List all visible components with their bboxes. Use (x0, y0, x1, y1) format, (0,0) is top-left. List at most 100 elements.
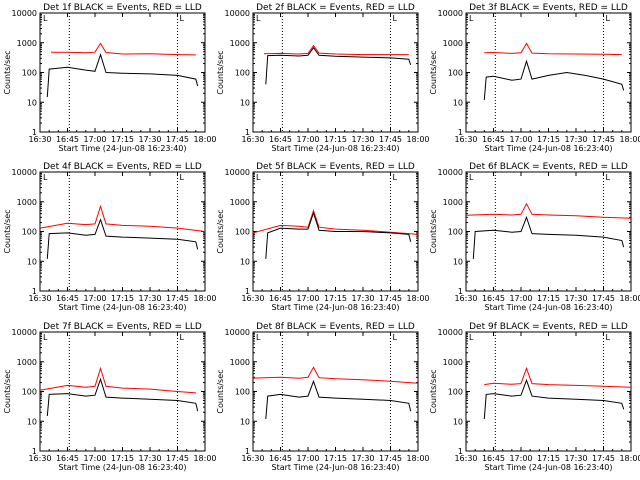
x-tick-label: 16:30 (454, 454, 477, 463)
series-line-red (465, 202, 632, 219)
y-tick-label: 10 (27, 257, 37, 266)
x-tick-label: 17:30 (351, 454, 374, 463)
y-tick-label: 1 (32, 128, 37, 137)
flag-label-right: L (180, 14, 185, 23)
series-line-black (46, 377, 199, 417)
x-tick-label: 17:30 (564, 454, 587, 463)
x-axis-label: Start Time (24-Jun-08 16:23:40) (272, 303, 400, 312)
plot-frame (465, 12, 632, 133)
x-tick-label: 16:45 (482, 454, 505, 463)
x-tick-label: 18:00 (619, 454, 640, 463)
y-tick-label: 10000 (438, 168, 463, 177)
panel-title: Det 4f BLACK = Events, RED = LLD (43, 162, 202, 172)
series-line-red (484, 42, 622, 56)
x-tick-label: 17:30 (351, 294, 374, 303)
plot-frame (39, 12, 206, 133)
x-tick-label: 17:15 (537, 294, 560, 303)
y-tick-label: 100 (22, 388, 37, 397)
x-tick-label: 16:45 (269, 454, 292, 463)
x-tick-label: 16:30 (28, 454, 51, 463)
y-tick-label: 100 (448, 228, 463, 237)
series-line-red (51, 42, 196, 56)
x-tick-label: 17:45 (592, 135, 615, 144)
flag-label-right: L (606, 14, 611, 23)
series-line-red (263, 44, 409, 56)
y-tick-label: 10 (240, 98, 250, 107)
y-tick-label: 1000 (443, 198, 463, 207)
plot-frame (252, 12, 419, 133)
x-tick-label: 16:45 (56, 135, 79, 144)
plot-frame (465, 171, 632, 292)
x-tick-label: 18:00 (619, 294, 640, 303)
y-tick-label: 10000 (438, 328, 463, 337)
y-axis-label: Counts/sec (3, 50, 12, 94)
y-tick-label: 1000 (17, 198, 37, 207)
y-tick-label: 10 (27, 417, 37, 426)
y-tick-label: 10 (240, 417, 250, 426)
flag-label-left: L (256, 173, 261, 182)
panel-title: Det 8f BLACK = Events, RED = LLD (256, 322, 415, 332)
y-axis-label: Counts/sec (3, 369, 12, 413)
x-tick-label: 18:00 (193, 135, 216, 144)
y-tick-label: 10000 (438, 9, 463, 18)
x-tick-label: 16:30 (241, 294, 264, 303)
flag-label-left: L (469, 333, 474, 342)
x-axis-label: Start Time (24-Jun-08 16:23:40) (485, 144, 613, 153)
x-tick-label: 17:30 (564, 294, 587, 303)
x-tick-label: 16:45 (269, 294, 292, 303)
x-tick-label: 17:15 (111, 135, 134, 144)
x-tick-label: 18:00 (619, 135, 640, 144)
x-axis-label: Start Time (24-Jun-08 16:23:40) (272, 144, 400, 153)
x-tick-label: 16:30 (28, 135, 51, 144)
x-tick-label: 17:30 (564, 135, 587, 144)
x-tick-label: 16:45 (482, 294, 505, 303)
flag-label-left: L (256, 14, 261, 23)
y-tick-label: 1000 (17, 358, 37, 367)
x-axis-label: Start Time (24-Jun-08 16:23:40) (59, 463, 187, 472)
series-line-black (265, 211, 412, 259)
x-tick-label: 18:00 (406, 294, 429, 303)
panel-3: Det 3f BLACK = Events, RED = LLD 16:30 16:… (429, 3, 640, 153)
flag-label-right: L (393, 333, 398, 342)
series-line-black (46, 52, 199, 98)
x-tick-label: 18:00 (406, 135, 429, 144)
x-tick-label: 17:00 (296, 454, 319, 463)
x-axis-label: Start Time (24-Jun-08 16:23:40) (59, 303, 187, 312)
flag-label-right: L (606, 173, 611, 182)
x-tick-label: 17:15 (537, 454, 560, 463)
flag-label-left: L (469, 14, 474, 23)
x-tick-label: 16:45 (269, 135, 292, 144)
x-tick-label: 17:30 (138, 454, 161, 463)
x-tick-label: 16:30 (28, 294, 51, 303)
x-tick-label: 17:00 (296, 135, 319, 144)
x-tick-label: 16:30 (454, 294, 477, 303)
y-tick-label: 10000 (12, 168, 37, 177)
flag-label-right: L (393, 14, 398, 23)
series-line-red (39, 204, 206, 232)
y-tick-label: 100 (22, 69, 37, 78)
panel-title: Det 9f BLACK = Events, RED = LLD (469, 322, 628, 332)
x-tick-label: 17:15 (111, 294, 134, 303)
series-line-black (265, 379, 412, 419)
x-tick-label: 17:45 (379, 454, 402, 463)
y-tick-label: 10000 (12, 9, 37, 18)
x-tick-label: 17:00 (83, 294, 106, 303)
y-axis-label: Counts/sec (216, 50, 225, 94)
series-line-red (252, 209, 419, 235)
panel-1: Det 1f BLACK = Events, RED = LLD 16:30 16:… (3, 3, 217, 153)
x-tick-label: 16:30 (454, 135, 477, 144)
x-tick-label: 17:30 (138, 294, 161, 303)
x-tick-label: 17:15 (111, 454, 134, 463)
panel-title: Det 6f BLACK = Events, RED = LLD (469, 162, 628, 172)
x-tick-label: 16:45 (56, 294, 79, 303)
flag-label-left: L (469, 173, 474, 182)
plot-frame (465, 331, 632, 452)
series-line-black (46, 218, 199, 259)
x-tick-label: 16:45 (56, 454, 79, 463)
y-tick-label: 1 (245, 128, 250, 137)
x-tick-label: 17:00 (509, 294, 532, 303)
flag-label-right: L (180, 173, 185, 182)
y-axis-label: Counts/sec (3, 209, 12, 253)
x-tick-label: 16:30 (241, 454, 264, 463)
